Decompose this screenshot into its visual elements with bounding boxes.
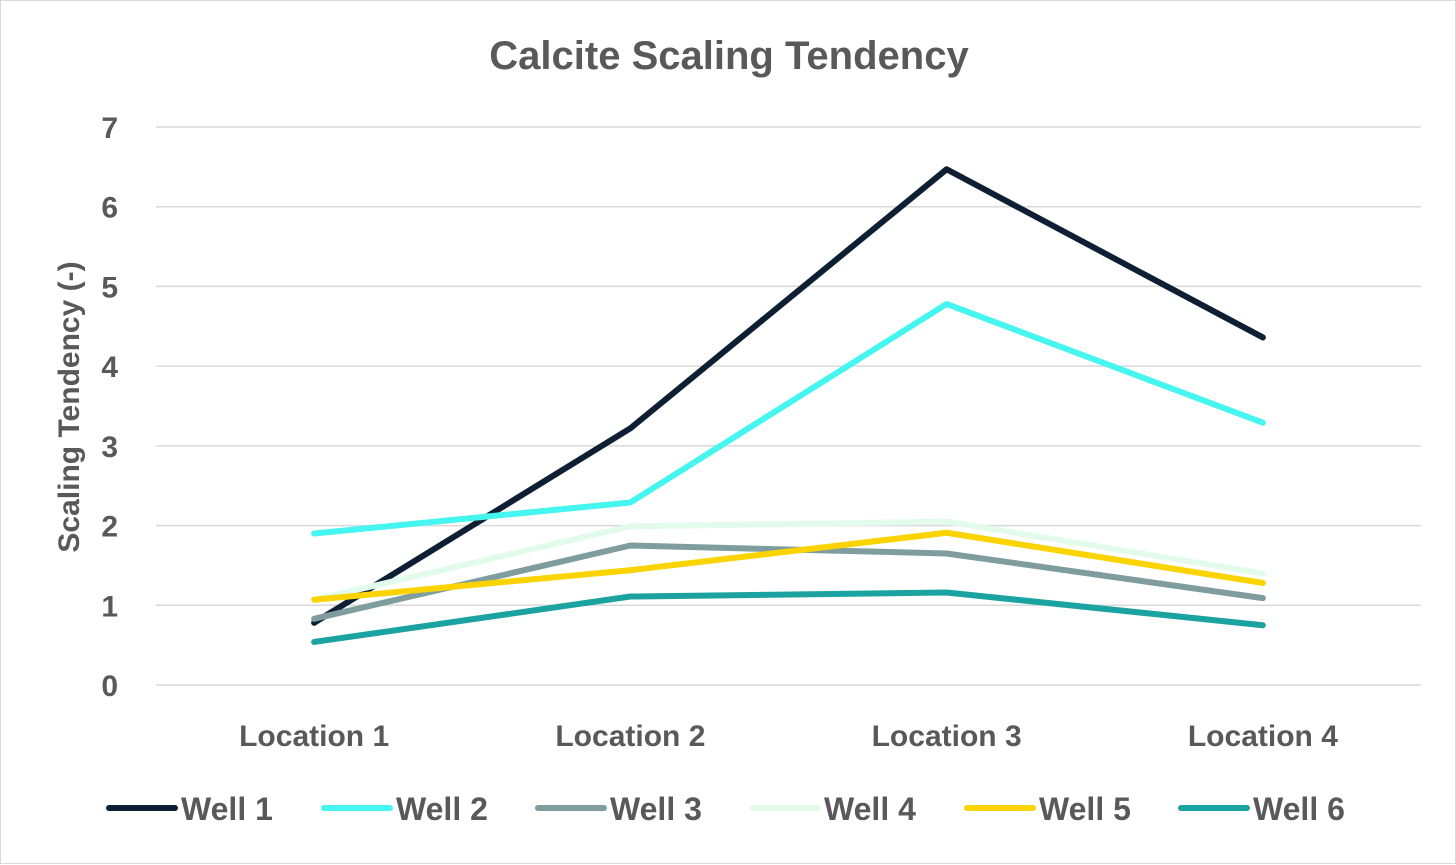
legend-item: Well 6 bbox=[1178, 791, 1345, 827]
legend-item: Well 5 bbox=[964, 791, 1131, 827]
y-axis-ticks: 0 1 2 3 4 5 6 7 bbox=[101, 112, 118, 703]
legend-label: Well 2 bbox=[396, 791, 488, 827]
y-tick-label: 5 bbox=[101, 271, 118, 304]
legend-item: Well 1 bbox=[106, 791, 273, 827]
y-tick-label: 2 bbox=[101, 511, 118, 544]
legend-item: Well 2 bbox=[321, 791, 488, 827]
series-line-well-2 bbox=[311, 300, 1266, 537]
legend: Well 1 Well 2 Well 3 Well 4 Well 5 Well 6 bbox=[106, 791, 1345, 827]
chart-title: Calcite Scaling Tendency bbox=[489, 34, 969, 78]
series-line-well-6 bbox=[311, 589, 1266, 645]
legend-label: Well 4 bbox=[824, 791, 916, 827]
x-tick-label: Location 2 bbox=[555, 720, 705, 753]
legend-label: Well 1 bbox=[181, 791, 273, 827]
legend-label: Well 5 bbox=[1039, 791, 1131, 827]
y-tick-label: 7 bbox=[101, 112, 118, 145]
legend-item: Well 4 bbox=[749, 791, 916, 827]
y-tick-label: 3 bbox=[101, 431, 118, 464]
legend-item: Well 3 bbox=[535, 791, 702, 827]
x-tick-label: Location 1 bbox=[239, 720, 389, 753]
series-line-well-1 bbox=[311, 166, 1266, 626]
y-tick-label: 0 bbox=[101, 670, 118, 703]
y-tick-label: 4 bbox=[101, 351, 118, 384]
series-lines bbox=[311, 166, 1266, 645]
y-tick-label: 6 bbox=[101, 192, 118, 225]
legend-label: Well 3 bbox=[610, 791, 702, 827]
legend-label: Well 6 bbox=[1253, 791, 1345, 827]
x-tick-label: Location 3 bbox=[872, 720, 1022, 753]
x-tick-label: Location 4 bbox=[1188, 720, 1338, 753]
y-axis-title: Scaling Tendency (-) bbox=[53, 261, 86, 552]
series-line-well-4 bbox=[311, 518, 1266, 603]
series-line-well-5 bbox=[311, 529, 1266, 603]
y-tick-label: 1 bbox=[101, 590, 118, 623]
x-axis-ticks: Location 1 Location 2 Location 3 Location 4 bbox=[239, 720, 1338, 753]
